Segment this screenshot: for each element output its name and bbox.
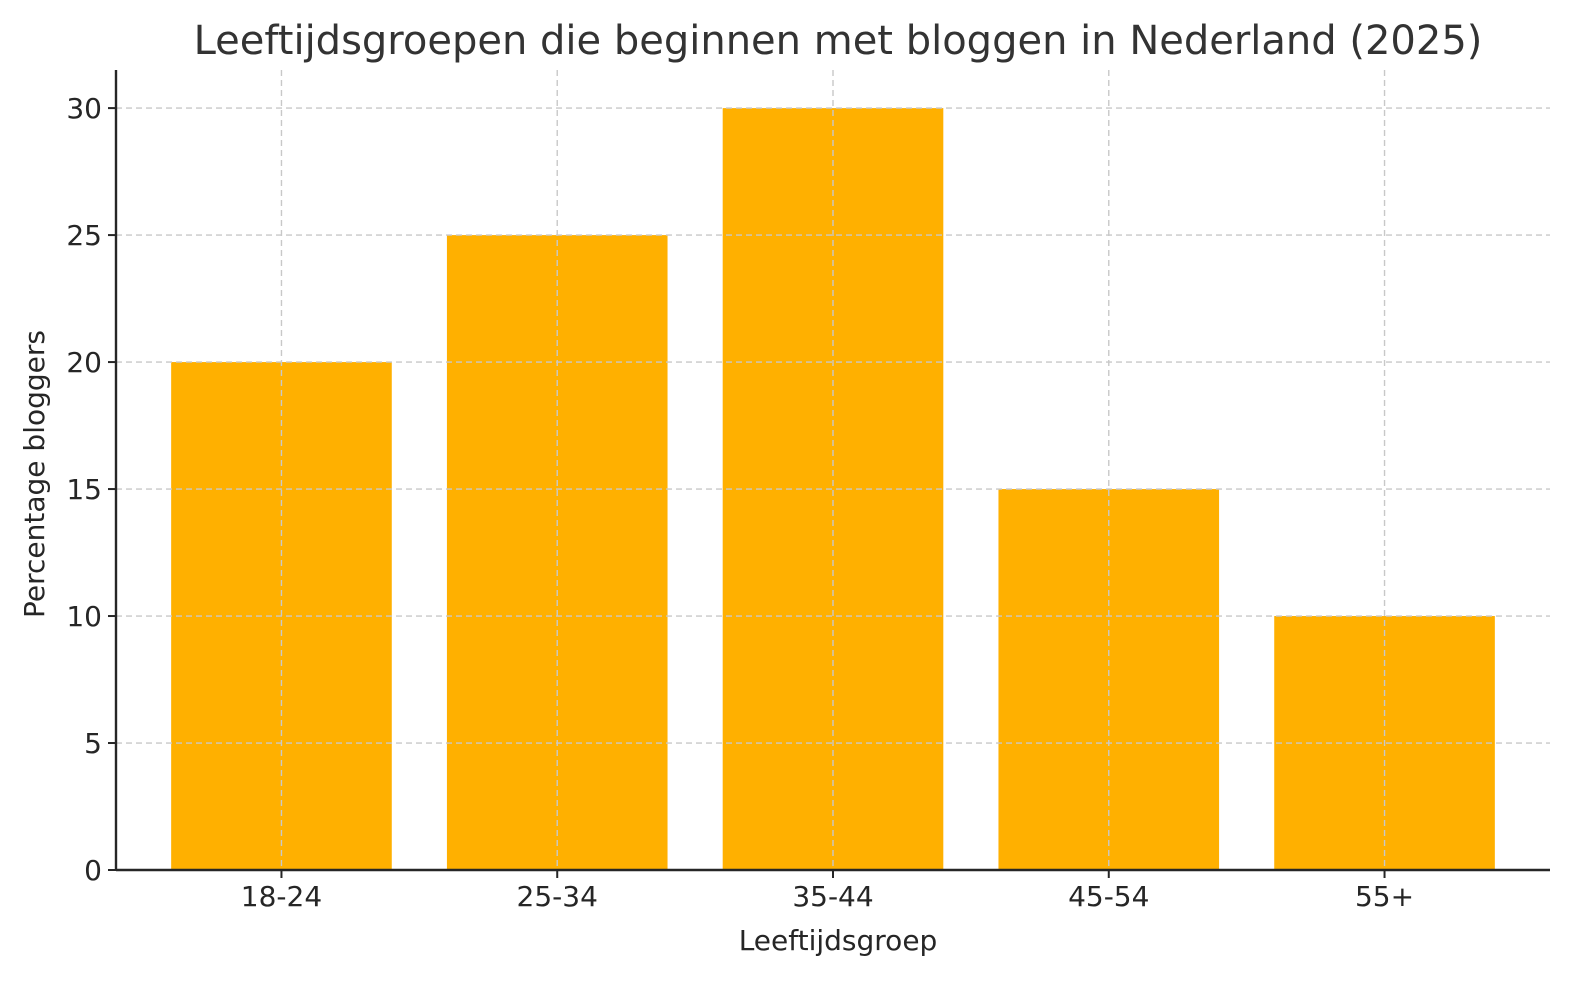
x-tick-label: 25-34 [517,880,598,913]
y-tick-label: 15 [66,473,102,506]
y-axis-label: Percentage bloggers [18,330,51,618]
grid-lines [116,70,1550,870]
tick-labels: 0 5 10 15 20 25 30 18-24 25-34 35-44 45-54 55+ [66,92,1414,913]
y-tick-label: 20 [66,346,102,379]
y-tick-label: 0 [84,854,102,887]
y-tick-label: 30 [66,92,102,125]
x-tick-label: 45-54 [1068,880,1149,913]
x-tick-label: 55+ [1355,880,1414,913]
chart-title: Leeftijdsgroepen die beginnen met blogge… [194,18,1483,64]
y-tick-label: 5 [84,727,102,760]
x-tick-label: 35-44 [792,880,873,913]
y-tick-label: 25 [66,219,102,252]
x-tick-label: 18-24 [241,880,322,913]
y-tick-label: 10 [66,600,102,633]
x-axis-label: Leeftijdsgroep [739,924,938,957]
